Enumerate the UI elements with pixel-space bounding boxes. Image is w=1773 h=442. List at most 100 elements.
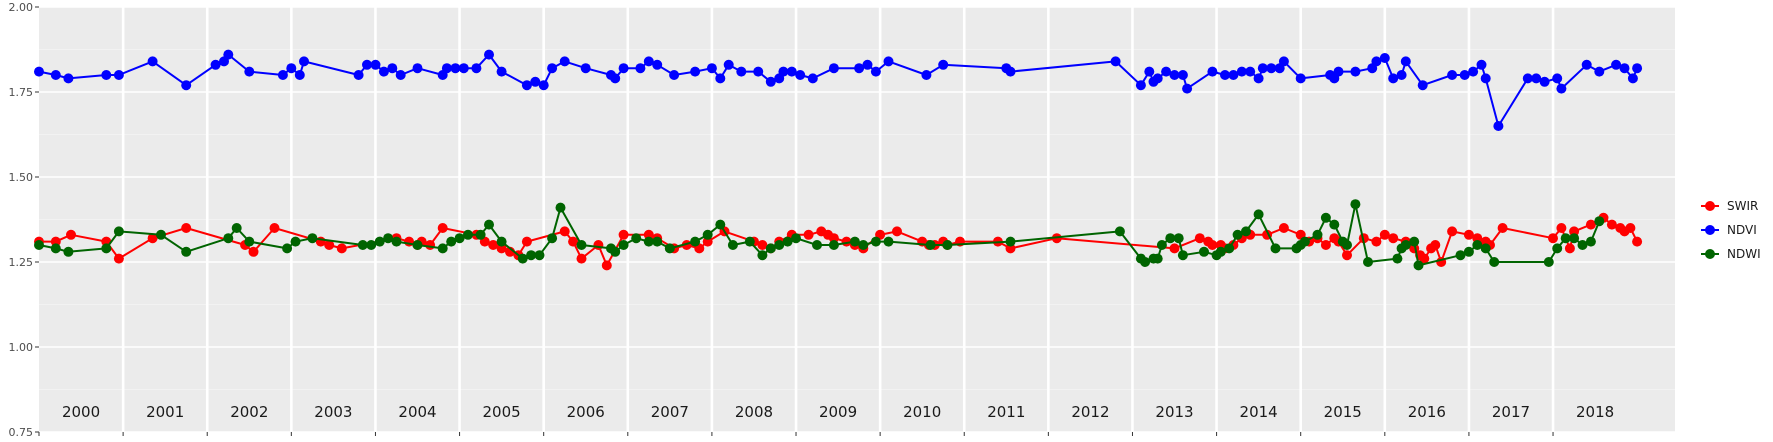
legend-swir-key-point bbox=[1705, 201, 1715, 211]
year-label: 2009 bbox=[819, 403, 857, 421]
ndvi-point bbox=[1220, 70, 1230, 80]
ndwi-point bbox=[101, 243, 112, 254]
ndvi-point bbox=[938, 59, 949, 70]
year-label: 2017 bbox=[1492, 403, 1530, 421]
swir-point bbox=[336, 243, 347, 254]
ndvi-point bbox=[706, 63, 717, 74]
ndwi-point bbox=[1320, 212, 1331, 223]
ndwi-point bbox=[690, 236, 701, 247]
ndwi-point bbox=[942, 240, 953, 250]
ndvi-point bbox=[63, 73, 74, 84]
ndwi-point bbox=[547, 233, 558, 244]
ndwi-point bbox=[1173, 233, 1184, 244]
ndwi-point bbox=[223, 233, 234, 244]
ndvi-point bbox=[1400, 56, 1411, 67]
ndvi-point bbox=[1632, 63, 1643, 74]
ndvi-point bbox=[294, 70, 305, 80]
year-label: 2008 bbox=[735, 403, 773, 421]
ndvi-point bbox=[1295, 73, 1306, 84]
swir-point bbox=[113, 253, 124, 264]
ndvi-point bbox=[1379, 53, 1390, 63]
ndvi-point bbox=[50, 70, 61, 80]
ndvi-point bbox=[412, 63, 423, 74]
swir-point bbox=[1447, 226, 1458, 237]
ndvi-point bbox=[883, 56, 894, 67]
ndwi-point bbox=[63, 246, 74, 257]
ndwi-point bbox=[925, 240, 936, 250]
ndwi-point bbox=[576, 240, 587, 250]
swir-point bbox=[1625, 223, 1636, 233]
swir-point bbox=[1169, 243, 1180, 254]
x-axis: 2000 2001 2002 2003 2004 2005 2006 2007 2008 2009… bbox=[38, 403, 1614, 436]
ndvi-point bbox=[1350, 66, 1361, 77]
ndvi-point bbox=[1493, 121, 1504, 131]
ndwi-point bbox=[870, 236, 881, 247]
ndwi-point bbox=[244, 236, 255, 247]
swir-point bbox=[1320, 240, 1331, 250]
ndvi-point bbox=[828, 63, 839, 74]
ndwi-point bbox=[1299, 236, 1310, 247]
swir-point bbox=[1194, 233, 1205, 244]
ndwi-point bbox=[290, 236, 301, 247]
ndvi-point bbox=[1522, 73, 1533, 84]
swir-point bbox=[66, 229, 76, 240]
ndvi-point bbox=[1627, 73, 1638, 84]
year-label: 2010 bbox=[903, 403, 941, 421]
swir-point bbox=[1606, 219, 1617, 230]
ndvi-point bbox=[1619, 63, 1630, 74]
ndwi-point bbox=[702, 229, 713, 240]
ndvi-point bbox=[618, 63, 629, 74]
ndvi-point bbox=[484, 49, 494, 60]
ndvi-point bbox=[1480, 73, 1491, 84]
ndvi-point bbox=[450, 63, 461, 74]
y-gridlines bbox=[39, 6, 1675, 433]
ndwi-point bbox=[828, 240, 839, 250]
ndwi-point bbox=[34, 240, 44, 250]
ndwi-point bbox=[374, 236, 385, 247]
ndwi-point bbox=[357, 240, 368, 250]
year-label: 2018 bbox=[1576, 403, 1614, 421]
ndvi-point bbox=[362, 59, 372, 70]
ndwi-point bbox=[1114, 226, 1125, 237]
ndwi-point bbox=[1342, 240, 1352, 250]
ndvi-point bbox=[795, 70, 806, 80]
year-label: 2006 bbox=[567, 403, 605, 421]
ndwi-point bbox=[744, 236, 755, 247]
year-label: 2011 bbox=[987, 403, 1025, 421]
ndwi-point bbox=[1140, 257, 1151, 267]
ndvi-point bbox=[736, 66, 747, 77]
ndwi-point bbox=[446, 236, 457, 247]
ndwi-point bbox=[526, 250, 537, 261]
ndvi-point bbox=[1245, 66, 1256, 77]
ndwi-point bbox=[643, 236, 654, 247]
ndvi-point bbox=[1371, 56, 1382, 67]
swir-point bbox=[1463, 229, 1474, 240]
ndwi-point bbox=[475, 229, 486, 240]
swir-point bbox=[601, 260, 612, 271]
swir-point bbox=[1548, 233, 1558, 244]
ndvi-point bbox=[547, 63, 558, 74]
ndwi-point bbox=[1455, 250, 1466, 261]
year-label: 2003 bbox=[314, 403, 352, 421]
ndwi-point bbox=[391, 236, 402, 247]
swir-point bbox=[425, 240, 436, 250]
swir-point bbox=[1207, 240, 1218, 250]
ndwi-point bbox=[1463, 246, 1474, 257]
swir-point bbox=[1585, 219, 1596, 230]
ndwi-point bbox=[1552, 243, 1563, 254]
ndwi-point bbox=[181, 246, 192, 257]
ndvi-point bbox=[610, 73, 621, 84]
ndvi-point bbox=[1177, 70, 1188, 80]
ndwi-point bbox=[1329, 219, 1340, 230]
ndwi-point bbox=[765, 243, 776, 254]
year-label: 2002 bbox=[230, 403, 268, 421]
ndwi-point bbox=[849, 236, 860, 247]
ndvi-point bbox=[496, 66, 507, 77]
ndvi-point bbox=[538, 80, 549, 91]
swir-point bbox=[576, 253, 587, 264]
ndwi-point bbox=[618, 240, 629, 250]
ndwi-point bbox=[1489, 257, 1500, 267]
ndwi-point bbox=[610, 246, 621, 257]
year-label: 2000 bbox=[62, 403, 100, 421]
